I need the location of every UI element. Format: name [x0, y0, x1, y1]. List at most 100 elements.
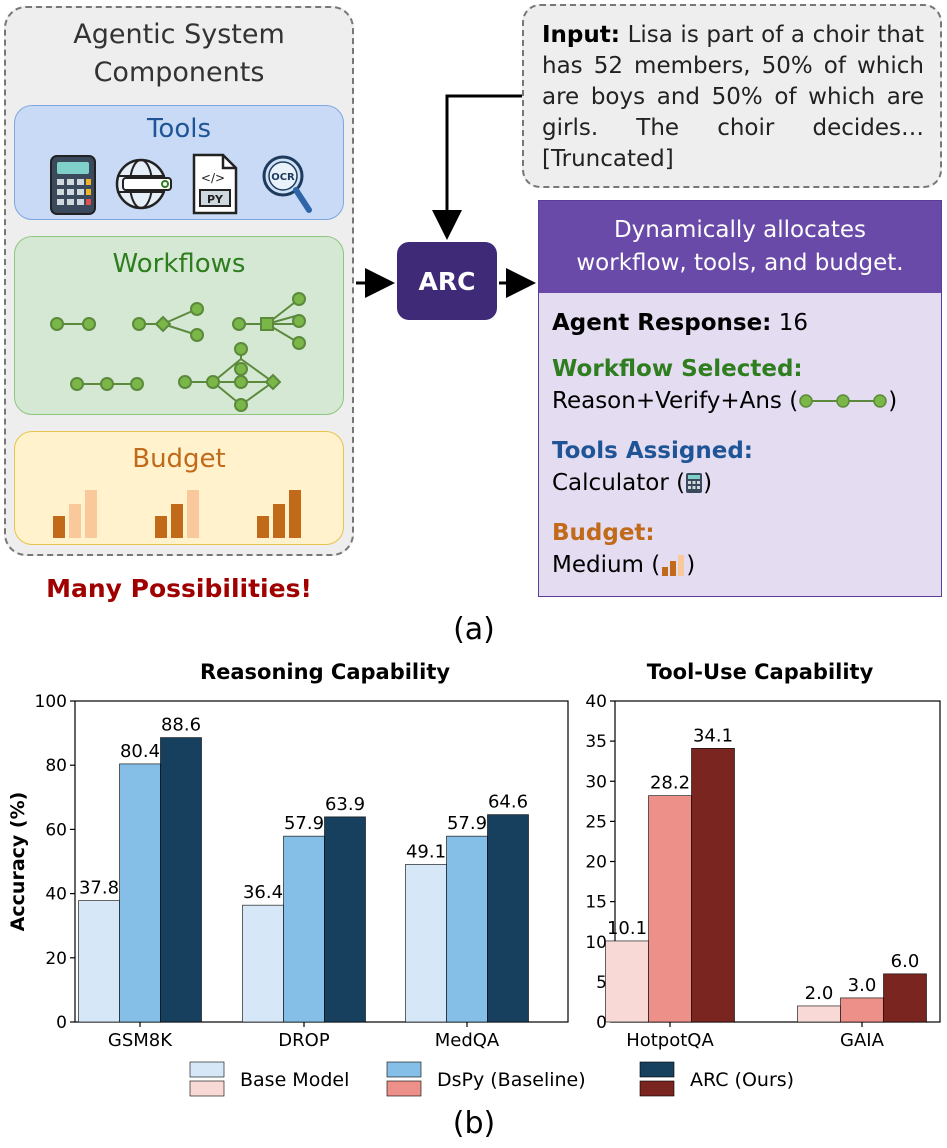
bar-value-label: 49.1 [406, 841, 446, 862]
svg-text:PY: PY [207, 193, 224, 206]
legend-swatch-tooluse [386, 1080, 422, 1097]
workflow-selected-label: Workflow Selected: [552, 356, 803, 382]
y-tick-label: 15 [585, 893, 607, 913]
bar [883, 973, 927, 1023]
bar [487, 814, 529, 1023]
y-tick-label: 20 [585, 853, 607, 873]
y-tick-label: 30 [585, 772, 607, 792]
y-tick-label: 35 [585, 732, 607, 752]
agent-response-label: Agent Response: [552, 310, 772, 336]
workflow-graph-1 [50, 317, 96, 331]
bar-value-label: 57.9 [284, 813, 324, 834]
web-search-icon [115, 158, 172, 210]
bar [160, 737, 202, 1023]
legend-swatch-reasoning [189, 1061, 225, 1078]
calculator-icon [50, 155, 96, 215]
bar-value-label: 3.0 [848, 975, 877, 996]
bar [797, 1005, 841, 1023]
y-tick-label: 60 [45, 820, 67, 840]
response-header-text: Dynamically allocates workflow, tools, a… [576, 217, 904, 276]
bar [119, 763, 161, 1023]
tools-box: Tools </> PY OCR [14, 105, 344, 220]
bar [78, 900, 120, 1023]
input-label: Input: [542, 22, 620, 48]
budget-medium-icon [662, 555, 685, 576]
svg-text:OCR: OCR [271, 172, 295, 183]
workflows-title: Workflows [112, 249, 246, 279]
many-possibilities-text: Many Possibilities! [46, 574, 312, 603]
x-tick-label: DROP [278, 1030, 330, 1051]
bar-value-label: 36.4 [243, 882, 283, 903]
budget-close-paren: ) [686, 552, 696, 578]
y-tick-label: 80 [45, 756, 67, 776]
budget-title: Budget [132, 444, 226, 474]
workflow-close-paren: ) [888, 388, 898, 414]
caption-b: (b) [452, 1106, 496, 1141]
bar [446, 835, 488, 1023]
workflows-box: Workflows [14, 236, 344, 415]
chart-title-reasoning: Reasoning Capability [199, 660, 451, 684]
tools-assigned-label: Tools Assigned: [552, 438, 753, 464]
bar [840, 997, 884, 1023]
y-tick-label: 40 [585, 692, 607, 712]
bar-value-label: 34.1 [693, 725, 733, 746]
x-tick-label: MedQA [435, 1030, 500, 1051]
legend-swatch-tooluse [639, 1080, 675, 1097]
budget-medium-icon [155, 490, 199, 538]
legend-swatch-reasoning [386, 1061, 422, 1078]
tools-close-paren: ) [703, 470, 713, 496]
y-tick-label: 25 [585, 812, 607, 832]
charts-svg: 02040608010037.880.488.6GSM8K36.457.963.… [7, 692, 941, 1097]
y-tick-label: 0 [56, 1013, 67, 1033]
bar [283, 835, 325, 1023]
workflow-graph-2 [132, 302, 204, 342]
y-tick-label: 5 [596, 973, 607, 993]
budget-icons [53, 490, 301, 538]
budget-line: Medium ( ) [552, 550, 695, 580]
bar [605, 940, 649, 1023]
python-file-icon: </> PY [192, 153, 238, 215]
bar [648, 795, 692, 1023]
budget-box: Budget [14, 431, 344, 545]
chart-title-tooluse: Tool-Use Capability [646, 660, 874, 684]
legend-label: Base Model [240, 1069, 349, 1091]
bar-value-label: 2.0 [805, 983, 834, 1004]
arc-box: ARC [397, 242, 497, 320]
bar-value-label: 10.1 [607, 918, 647, 939]
bar [242, 904, 284, 1023]
bar [324, 816, 366, 1023]
workflow-chain-icon [799, 394, 887, 408]
bar-value-label: 88.6 [161, 715, 201, 736]
y-tick-label: 100 [35, 692, 67, 712]
components-title: Agentic System Components [73, 19, 285, 88]
y-tick-label: 20 [45, 949, 67, 969]
workflow-graph-4 [70, 377, 144, 391]
agent-response-line: Agent Response: 16 [552, 308, 808, 338]
workflow-graphs [50, 292, 306, 412]
y-tick-label: 40 [45, 885, 67, 905]
tools-assigned-value: Calculator ( [552, 470, 686, 496]
bar [691, 748, 735, 1023]
input-text: Lisa is part of a choir that has 52 memb… [542, 22, 924, 172]
y-tick-label: 0 [596, 1013, 607, 1033]
workflow-selected-value: Reason+Verify+Ans ( [552, 388, 799, 414]
tools-title: Tools [146, 114, 212, 144]
caption-a: (a) [453, 612, 495, 647]
budget-value: Medium ( [552, 552, 661, 578]
ocr-icon: OCR [262, 155, 312, 213]
tools-assigned-line: Calculator ( ) [552, 468, 712, 498]
bar-value-label: 57.9 [447, 813, 487, 834]
bar [405, 864, 447, 1023]
legend-swatch-reasoning [639, 1061, 675, 1078]
bar-value-label: 28.2 [650, 773, 690, 794]
y-axis-label: Accuracy (%) [7, 792, 29, 932]
legend-swatch-tooluse [189, 1080, 225, 1097]
y-tick-label: 10 [585, 933, 607, 953]
workflow-graph-3 [232, 292, 306, 350]
legend-label: ARC (Ours) [690, 1069, 794, 1091]
input-to-arc-arrow [432, 94, 522, 240]
budget-label: Budget: [552, 520, 655, 546]
response-header: Dynamically allocates workflow, tools, a… [539, 201, 941, 293]
x-tick-label: GAIA [840, 1030, 885, 1051]
budget-high-icon [257, 490, 301, 538]
